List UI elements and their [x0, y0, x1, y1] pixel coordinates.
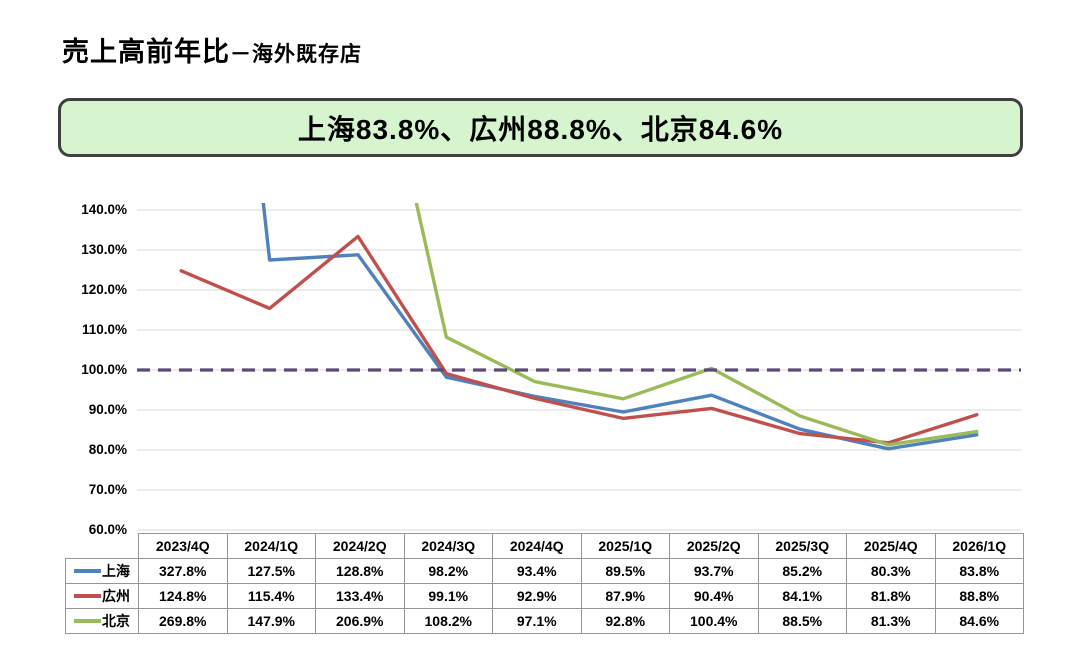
value-cell: 81.8% [846, 583, 936, 609]
value-cell: 93.4% [492, 558, 582, 584]
value-cell: 85.2% [757, 558, 847, 584]
value-cell: 84.1% [757, 583, 847, 609]
value-cell: 93.7% [669, 558, 759, 584]
value-cell: 108.2% [403, 608, 493, 634]
table-row-北京: 北京 269.8% 147.9% 206.9% 108.2% 97.1% 92.8% 100.… [65, 608, 1024, 634]
page-title-suffix: －海外既存店 [230, 43, 362, 66]
value-cell: 81.3% [846, 608, 936, 634]
value-cell: 115.4% [226, 583, 316, 609]
value-cell: 84.6% [934, 608, 1024, 634]
value-cell: 128.8% [315, 558, 405, 584]
series-name-label: 北京 [102, 613, 130, 629]
table-row-上海: 上海 327.8% 127.5% 128.8% 98.2% 93.4% 89.5% 93.7%… [65, 558, 1024, 584]
value-cell: 97.1% [492, 608, 582, 634]
table-header-row: 2023/4Q 2024/1Q 2024/2Q 2024/3Q 2024/4Q 2025/… [66, 533, 1024, 559]
y-axis-tick-label: 140.0% [81, 202, 127, 217]
table-corner-blank-cell [66, 534, 139, 559]
legend-cell-広州: 広州 [65, 583, 139, 609]
chart-data-table: 2023/4Q 2024/1Q 2024/2Q 2024/3Q 2024/4Q 2025/… [65, 533, 1024, 634]
legend-cell-上海: 上海 [65, 558, 139, 584]
value-cell: 80.3% [846, 558, 936, 584]
page-title-main: 売上高前年比 [62, 37, 230, 67]
value-cell: 88.8% [934, 583, 1024, 609]
y-axis-tick-label: 70.0% [88, 482, 127, 497]
highlight-banner: 上海83.8%、広州88.8%、北京84.6% [58, 98, 1023, 157]
y-axis-tick-label: 100.0% [81, 362, 127, 377]
value-cell: 100.4% [669, 608, 759, 634]
value-cell: 92.8% [580, 608, 670, 634]
value-cell: 127.5% [226, 558, 316, 584]
value-cell: 83.8% [934, 558, 1024, 584]
legend-line-icon [74, 594, 101, 598]
quarter-header-cell: 2024/1Q [226, 533, 316, 559]
quarter-header-cell: 2024/2Q [315, 533, 405, 559]
highlight-banner-text: 上海83.8%、広州88.8%、北京84.6% [297, 113, 784, 145]
y-axis-tick-label: 90.0% [88, 402, 127, 417]
value-cell: 269.8% [138, 608, 228, 634]
quarter-header-cell: 2023/4Q [138, 533, 228, 559]
value-cell: 327.8% [138, 558, 228, 584]
legend-line-icon [74, 569, 101, 573]
quarter-header-cell: 2024/4Q [492, 533, 582, 559]
value-cell: 92.9% [492, 583, 582, 609]
quarter-header-cell: 2024/3Q [403, 533, 493, 559]
value-cell: 89.5% [580, 558, 670, 584]
value-cell: 133.4% [315, 583, 405, 609]
gridlines [137, 209, 1021, 531]
y-axis-tick-label: 110.0% [81, 322, 127, 337]
legend-line-icon [74, 619, 101, 623]
quarter-header-cell: 2025/2Q [669, 533, 759, 559]
series-line-広州 [179, 234, 979, 445]
value-cell: 90.4% [669, 583, 759, 609]
value-cell: 98.2% [403, 558, 493, 584]
value-cell: 87.9% [580, 583, 670, 609]
series-name-label: 広州 [102, 588, 130, 604]
y-axis-tick-label: 130.0% [81, 242, 127, 257]
quarter-header-cell: 2025/1Q [580, 533, 670, 559]
table-row-広州: 広州 124.8% 115.4% 133.4% 99.1% 92.9% 87.9% 90.4%… [65, 583, 1024, 609]
y-axis-tick-label: 80.0% [88, 442, 127, 457]
value-cell: 124.8% [138, 583, 228, 609]
value-cell: 88.5% [757, 608, 847, 634]
series-name-label: 上海 [102, 563, 130, 579]
quarter-header-cell: 2025/4Q [846, 533, 936, 559]
value-cell: 147.9% [226, 608, 316, 634]
page-title: 売上高前年比－海外既存店 [62, 30, 362, 69]
y-axis-tick-label: 120.0% [81, 282, 127, 297]
value-cell: 206.9% [315, 608, 405, 634]
value-cell: 99.1% [403, 583, 493, 609]
quarter-header-cell: 2026/1Q [934, 533, 1024, 559]
quarter-header-cell: 2025/3Q [757, 533, 847, 559]
legend-cell-北京: 北京 [65, 608, 139, 634]
